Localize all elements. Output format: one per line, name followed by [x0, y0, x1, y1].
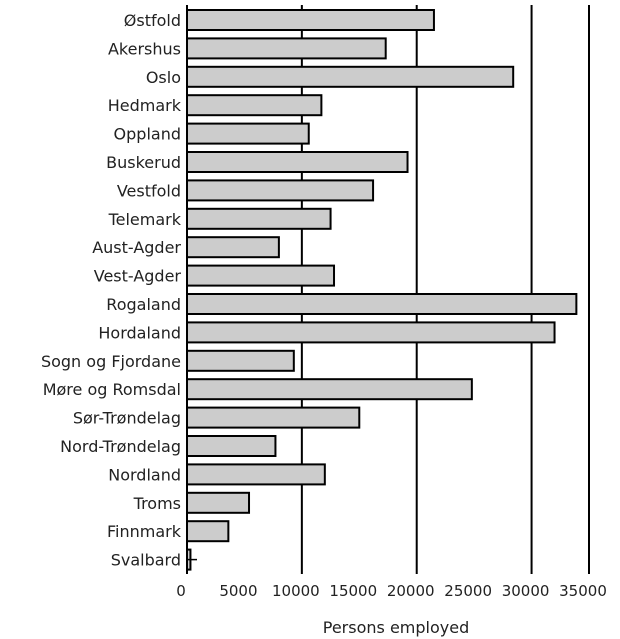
- x-tick-label: 25000: [444, 582, 492, 600]
- gridlines: [300, 5, 590, 574]
- category-label: Oppland: [114, 125, 181, 144]
- x-tick-label: 35000: [559, 582, 607, 600]
- category-label: Sogn og Fjordane: [41, 352, 181, 371]
- category-label: Nordland: [108, 465, 181, 484]
- x-tick-label: 10000: [272, 582, 320, 600]
- category-label: Rogaland: [106, 295, 181, 314]
- x-tick-label: 15000: [329, 582, 377, 600]
- bar-hordaland: [186, 321, 556, 344]
- category-label: Møre og Romsdal: [43, 380, 181, 399]
- bar-rogaland: [186, 293, 578, 315]
- bar-aust-agder: [186, 236, 280, 259]
- category-label: Oslo: [146, 68, 181, 87]
- bar-troms: [186, 491, 251, 514]
- bar-møre-og-romsdal: [186, 378, 473, 401]
- category-labels: Østfold Akershus Oslo Hedmark Oppland Buskeru…: [41, 11, 182, 570]
- x-tick-labels: 0 5000 10000 15000 20000 25000 30000 35000: [176, 582, 607, 600]
- bar-vestfold: [186, 179, 375, 202]
- bars: [186, 9, 578, 571]
- category-label: Svalbard: [111, 551, 181, 570]
- bar-buskerud: [186, 151, 409, 173]
- x-axis-title: Persons employed: [323, 618, 469, 637]
- category-label: Vestfold: [117, 181, 181, 200]
- bar-nord-trøndelag: [186, 435, 277, 457]
- bar-akershus: [186, 37, 387, 60]
- category-label: Hordaland: [98, 323, 181, 342]
- x-tick-label: 0: [176, 582, 186, 600]
- bar-sør-trøndelag: [186, 406, 361, 429]
- category-label: Troms: [133, 494, 181, 513]
- x-tick-label: 5000: [219, 582, 257, 600]
- x-tick-label: 20000: [387, 582, 435, 600]
- bar-oppland: [186, 122, 310, 145]
- bar-østfold: [186, 9, 435, 31]
- bar-sogn-og-fjordane: [186, 349, 295, 372]
- bar-oslo: [186, 65, 515, 88]
- category-label: Aust-Agder: [92, 238, 181, 257]
- bar-vest-agder: [186, 264, 336, 287]
- category-label: Nord-Trøndelag: [60, 437, 181, 456]
- bar-hedmark: [186, 94, 323, 117]
- category-label: Telemark: [108, 210, 182, 229]
- bar-finnmark: [186, 520, 230, 543]
- category-label: Sør-Trøndelag: [73, 409, 181, 428]
- bar-telemark: [186, 207, 332, 230]
- category-label: Akershus: [108, 39, 181, 58]
- category-label: Vest-Agder: [94, 267, 182, 286]
- bar-nordland: [186, 463, 326, 486]
- x-tick-label: 30000: [502, 582, 550, 600]
- category-label: Østfold: [124, 11, 181, 30]
- category-label: Hedmark: [108, 96, 182, 115]
- category-label: Buskerud: [106, 153, 181, 172]
- category-label: Finnmark: [107, 522, 182, 541]
